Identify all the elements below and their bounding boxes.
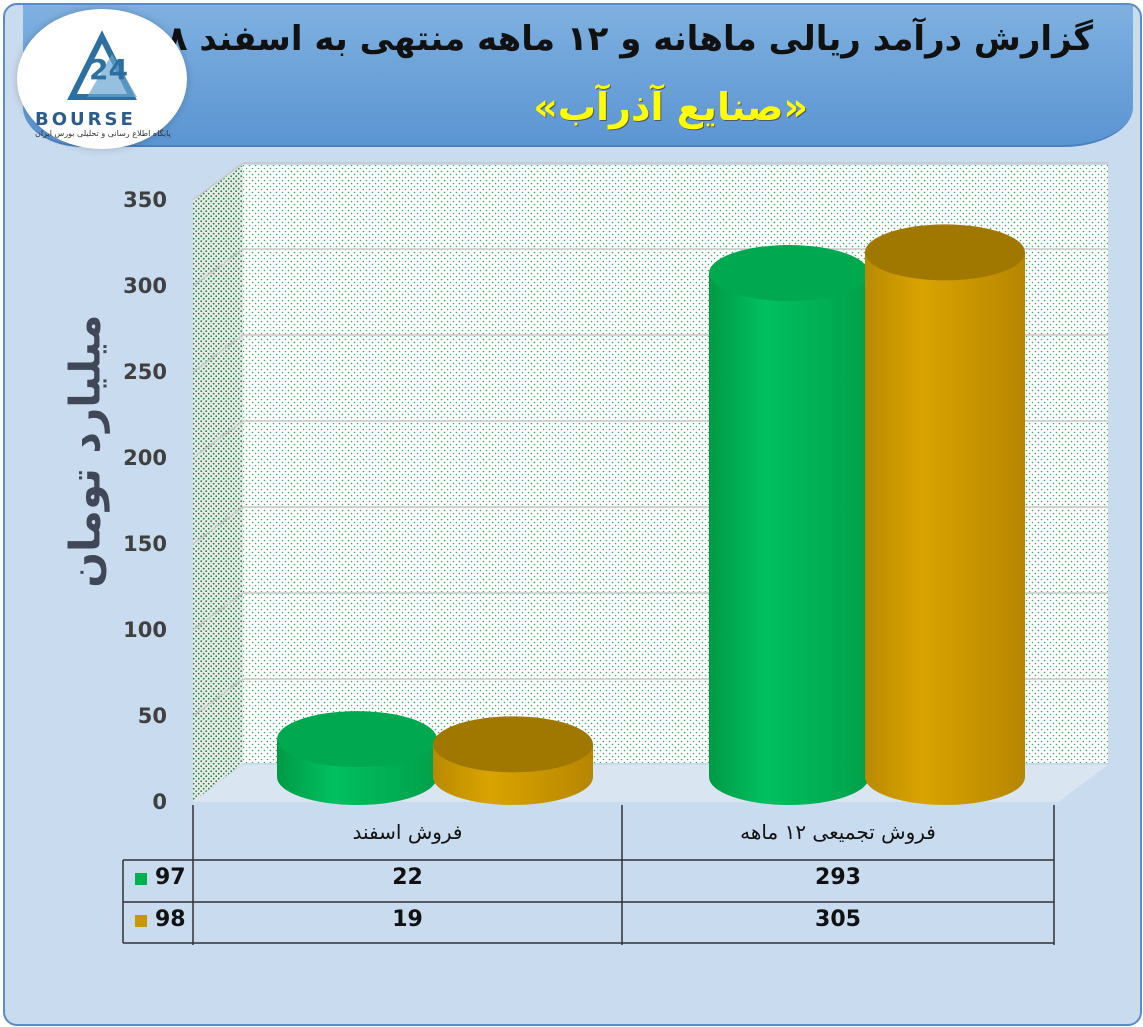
logo-text: BOURSE (35, 109, 136, 130)
gridline-side (192, 420, 244, 459)
gridline-side (192, 248, 244, 287)
y-tick-label: 100 (123, 618, 167, 642)
table-value-97-12month: 293 (815, 865, 861, 890)
legend-label-98: 98 (155, 907, 186, 932)
y-tick-labels: 0 50 100 150 200 250 300 350 (123, 188, 167, 814)
chart-canvas: 0 50 100 150 200 250 300 350 (122, 162, 1108, 945)
table-value-98-12month: 305 (815, 907, 861, 932)
header-banner: گزارش درآمد ریالی ماهانه و ۱۲ ماهه منتهی… (23, 5, 1133, 147)
y-tick-label: 250 (123, 360, 167, 384)
gridline-side (192, 506, 244, 545)
bourse-logo: 24 BOURSE پایگاه اطلاع رسانی و تحلیلی بو… (17, 9, 187, 149)
plot-side-wall (193, 165, 243, 802)
bar-98-0 (433, 716, 593, 805)
y-tick-label: 350 (123, 188, 167, 212)
svg-text:24: 24 (89, 53, 128, 86)
y-tick-label: 300 (123, 274, 167, 298)
y-tick-label: 50 (138, 704, 167, 728)
legend-swatch-98 (135, 915, 147, 927)
data-table-lines (122, 805, 1055, 945)
gridline-side (192, 334, 244, 373)
bars-group (277, 224, 1025, 805)
bar-97-1 (709, 245, 869, 805)
gridline-side (192, 592, 244, 631)
gridline-side (192, 678, 244, 717)
chart-frame: گزارش درآمد ریالی ماهانه و ۱۲ ماهه منتهی… (3, 3, 1142, 1026)
category-label-12month: فروش تجمیعی ۱۲ ماهه (740, 820, 936, 844)
gridline-side (192, 162, 244, 201)
table-value-98-esfand: 19 (392, 907, 423, 932)
table-value-97-esfand: 22 (392, 865, 423, 890)
y-tick-label: 150 (123, 532, 167, 556)
logo-subtext: پایگاه اطلاع رسانی و تحلیلی بورس ایران (35, 129, 171, 138)
legend-swatch-97 (135, 873, 147, 885)
y-tick-label: 0 (152, 790, 167, 814)
bar-98-1 (865, 224, 1025, 805)
bar-97-0 (277, 711, 437, 805)
y-tick-label: 200 (123, 446, 167, 470)
logo-mark-icon: 24 (67, 30, 137, 100)
category-label-esfand: فروش اسفند (352, 820, 463, 844)
chart-subtitle: «صنایع آذرآب» (533, 85, 808, 129)
legend-label-97: 97 (155, 865, 186, 890)
